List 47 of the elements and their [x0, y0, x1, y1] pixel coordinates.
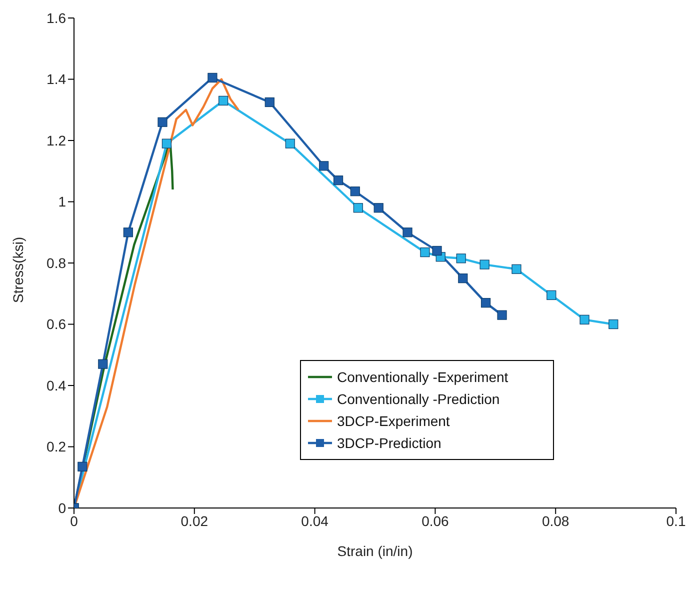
point	[402, 228, 412, 238]
point	[208, 72, 218, 83]
y-tick-label: 1	[58, 194, 66, 210]
point	[123, 228, 133, 238]
point	[319, 161, 329, 171]
point	[333, 176, 344, 186]
point	[285, 138, 295, 148]
point	[497, 310, 507, 320]
point	[162, 138, 172, 148]
point	[264, 97, 274, 108]
point	[580, 314, 590, 324]
y-tick-label: 0.6	[46, 316, 66, 332]
point	[480, 260, 490, 270]
point	[608, 319, 618, 330]
y-tick-label: 0.2	[46, 438, 66, 455]
x-tick-label: 0.04	[301, 512, 329, 529]
legend-label: 3DCP-Prediction	[337, 434, 442, 453]
legend-label: Conventionally -Prediction	[337, 390, 500, 409]
point	[98, 359, 108, 369]
y-tick-label: 1.6	[46, 10, 66, 26]
x-tick-label: 0.08	[542, 512, 570, 529]
point	[374, 203, 384, 213]
legend-label: Conventionally -Experiment	[337, 368, 508, 387]
y-axis-title: Stress(ksi)	[10, 236, 26, 303]
x-axis-title: Strain (in/in)	[337, 543, 413, 559]
point	[353, 203, 363, 213]
y-tick-label: 0.4	[46, 377, 66, 394]
point	[458, 274, 468, 284]
point	[432, 246, 442, 256]
x-tick-label: 0.06	[422, 512, 450, 529]
y-tick-label: 1.2	[46, 132, 66, 148]
y-tick-label: 0.8	[46, 254, 66, 271]
point	[218, 96, 228, 106]
x-tick-label: 0.1	[666, 512, 686, 529]
point	[350, 186, 360, 196]
point	[546, 290, 556, 300]
point	[78, 462, 88, 472]
y-tick-label: 0	[58, 500, 66, 516]
legend-label: 3DCP-Experiment	[337, 412, 450, 431]
y-tick-label: 1.4	[46, 71, 66, 88]
x-tick-label: 0	[70, 512, 78, 529]
point	[456, 254, 466, 264]
point	[480, 298, 491, 308]
point	[512, 264, 522, 274]
x-tick-label: 0.02	[180, 512, 208, 529]
point	[158, 117, 168, 127]
point	[420, 247, 430, 258]
